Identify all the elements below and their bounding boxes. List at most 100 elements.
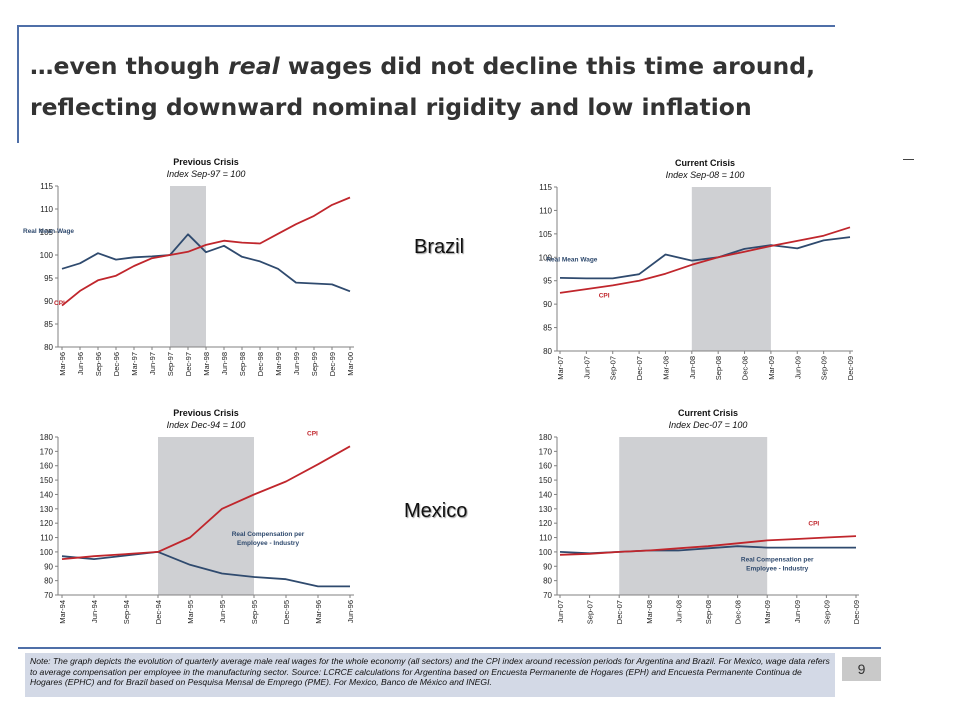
chart-subtitle: Index Sep-97 = 100	[167, 169, 246, 179]
y-tick-label: 160	[539, 462, 553, 471]
recession-shade	[170, 186, 206, 347]
y-tick-label: 100	[40, 548, 54, 557]
y-tick-label: 170	[40, 447, 54, 456]
title-rule-left	[17, 25, 19, 143]
series-label-line: Employee - Industry	[746, 566, 809, 573]
series-label: Real Compensation per Employee - Industry	[741, 557, 814, 573]
y-tick-label: 105	[40, 228, 54, 237]
x-tick-label: Dec-07	[615, 600, 624, 624]
source-note: Note: The graph depicts the evolution of…	[25, 653, 835, 697]
chart-subtitle: Index Sep-08 = 100	[666, 170, 745, 180]
y-tick-label: 180	[40, 433, 54, 442]
y-tick-label: 100	[539, 253, 553, 262]
page-number: 9	[842, 657, 881, 681]
y-tick-label: 110	[40, 534, 53, 543]
y-tick-label: 130	[539, 505, 553, 514]
x-tick-label: Mar-97	[130, 352, 139, 376]
x-tick-label: Mar-09	[763, 600, 772, 624]
x-tick-label: Dec-07	[635, 356, 644, 380]
y-tick-label: 115	[40, 182, 53, 191]
slide-title-line-2: reflecting downward nominal rigidity and…	[30, 93, 752, 121]
x-tick-label: Mar-99	[274, 352, 283, 376]
x-tick-label: Dec-94	[154, 600, 163, 624]
x-tick-label: Dec-97	[184, 352, 193, 376]
chart-subtitle: Index Dec-94 = 100	[167, 420, 246, 430]
x-tick-label: Mar-98	[202, 352, 211, 376]
series-line	[559, 535, 857, 556]
series-label-line: Real Mean Wage	[23, 228, 74, 235]
y-tick-label: 120	[40, 519, 54, 528]
x-tick-label: Jun-07	[556, 600, 565, 623]
y-tick-label: 110	[539, 534, 552, 543]
x-tick-label: Mar-96	[314, 600, 323, 624]
x-tick-label: Jun-09	[793, 600, 802, 623]
x-tick-label: Dec-95	[282, 600, 291, 624]
chart-3: 70 80 90 100 110 120 130 140 150 160 170 180 Mar-94 J…	[40, 408, 355, 624]
x-tick-label: Jun-95	[218, 600, 227, 623]
x-tick-label: Jun-96	[346, 600, 355, 623]
x-tick-label: Jun-94	[90, 600, 99, 623]
y-tick-label: 90	[543, 562, 552, 571]
series-label: CPI	[54, 300, 65, 307]
series-label-line: CPI	[54, 300, 65, 307]
y-tick-label: 150	[40, 476, 54, 485]
x-tick-label: Mar-08	[645, 600, 654, 624]
y-tick-label: 70	[44, 591, 53, 600]
series-label-line: Real Mean Wage	[546, 256, 597, 263]
y-tick-label: 110	[539, 206, 552, 215]
y-tick-label: 105	[539, 230, 553, 239]
bottom-rule	[18, 647, 881, 649]
y-tick-label: 140	[539, 490, 553, 499]
x-tick-label: Jun-99	[292, 352, 301, 375]
y-tick-label: 90	[44, 562, 53, 571]
chart-title: Current Crisis	[678, 408, 738, 418]
x-tick-label: Dec-08	[741, 356, 750, 380]
x-tick-label: Dec-09	[846, 356, 855, 380]
x-tick-label: Jun-08	[688, 356, 697, 379]
y-tick-label: 120	[539, 519, 553, 528]
chart-2: 80 85 90 95 100 105 110 115 Mar-07 Jun-07 Sep-07 De…	[539, 158, 855, 380]
x-tick-label: Sep-95	[250, 600, 259, 624]
series-line	[559, 236, 851, 280]
series-line	[61, 196, 351, 307]
series-label: Real Mean Wage	[23, 228, 74, 235]
x-tick-label: Sep-08	[704, 600, 713, 624]
x-tick-label: Mar-07	[556, 356, 565, 380]
series-label: CPI	[307, 431, 318, 438]
series-label: Real Mean Wage	[546, 256, 597, 263]
y-tick-label: 130	[40, 505, 54, 514]
x-tick-label: Mar-08	[661, 356, 670, 380]
y-tick-label: 90	[44, 297, 53, 306]
title-text-1: …even though	[30, 52, 229, 80]
series-line	[61, 551, 350, 588]
chart-title: Previous Crisis	[173, 157, 239, 167]
y-tick-label: 140	[40, 490, 54, 499]
chart-title: Current Crisis	[675, 158, 735, 168]
y-tick-label: 110	[40, 205, 53, 214]
y-tick-label: 85	[543, 324, 552, 333]
x-tick-label: Sep-97	[166, 352, 175, 376]
x-tick-label: Jun-98	[220, 352, 229, 375]
x-tick-label: Jun-08	[674, 600, 683, 623]
y-tick-label: 95	[44, 274, 53, 283]
recession-shade	[158, 437, 254, 595]
x-tick-label: Sep-96	[94, 352, 103, 376]
y-tick-label: 80	[543, 577, 552, 586]
y-tick-label: 80	[543, 347, 552, 356]
recession-shade	[691, 187, 771, 351]
series-line	[559, 226, 851, 294]
recession-shade	[619, 437, 768, 595]
series-label: CPI	[599, 292, 610, 299]
x-tick-label: Sep-99	[310, 352, 319, 376]
y-tick-label: 170	[539, 447, 553, 456]
x-tick-label: Dec-09	[852, 600, 861, 624]
x-tick-label: Dec-99	[328, 352, 337, 376]
x-tick-label: Jun-97	[148, 352, 157, 375]
series-label-line: CPI	[599, 292, 610, 299]
chart-4: 70 80 90 100 110 120 130 140 150 160 170 180 Jun-07 S…	[539, 408, 861, 624]
y-tick-label: 100	[40, 251, 54, 260]
country-label-brazil: Brazil	[414, 236, 465, 258]
series-label-line: Real Compensation per	[232, 531, 305, 538]
y-tick-label: 95	[543, 277, 552, 286]
country-label-mexico: Mexico	[404, 500, 468, 522]
